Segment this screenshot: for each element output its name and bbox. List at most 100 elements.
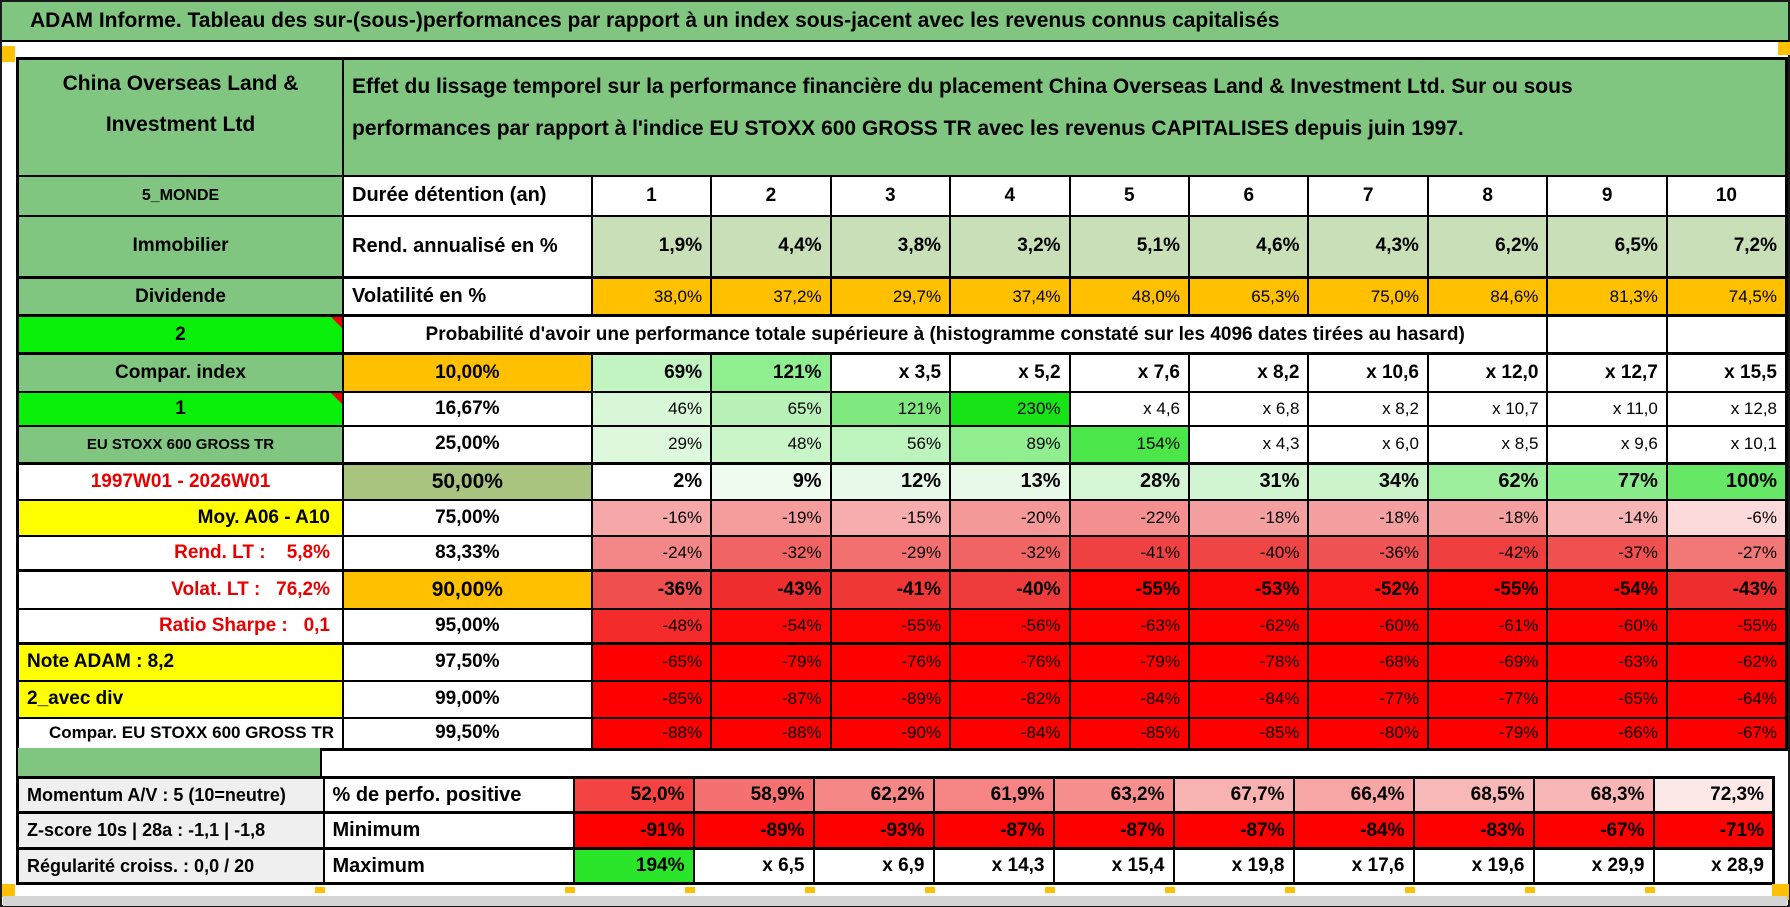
spreadsheet-cell[interactable]: 84,6% [1426, 276, 1549, 317]
spreadsheet-cell[interactable]: -93% [812, 811, 935, 850]
spreadsheet-cell[interactable]: -85% [590, 679, 713, 719]
spreadsheet-cell[interactable]: -62% [1187, 607, 1310, 645]
table-description-cell[interactable]: Effet du lissage temporel sur la perform… [342, 57, 1788, 177]
spreadsheet-cell[interactable]: -22% [1068, 498, 1191, 537]
spreadsheet-cell[interactable]: -76% [949, 642, 1071, 682]
spreadsheet-cell[interactable]: -29% [829, 534, 952, 572]
spreadsheet-cell[interactable]: -89% [692, 811, 815, 850]
spreadsheet-cell[interactable]: x 6,8 [1187, 390, 1310, 427]
row-subheader-cell[interactable]: % de perfo. positive [322, 776, 575, 814]
spreadsheet-cell[interactable]: -40% [949, 569, 1071, 610]
spreadsheet-cell[interactable]: 3,2% [949, 214, 1071, 279]
spreadsheet-cell[interactable]: -68% [1307, 642, 1429, 682]
spreadsheet-cell[interactable]: -56% [949, 607, 1071, 645]
spreadsheet-cell[interactable]: -41% [1068, 534, 1191, 572]
probability-header-cell[interactable]: Probabilité d'avoir une performance tota… [341, 314, 1549, 355]
row-header-cell[interactable]: 2 [16, 314, 344, 355]
spreadsheet-cell[interactable]: -84% [1187, 679, 1310, 719]
spreadsheet-cell[interactable]: 12% [829, 462, 952, 501]
spreadsheet-cell[interactable]: 68,3% [1532, 776, 1655, 814]
spreadsheet-cell[interactable]: 1,9% [590, 214, 713, 279]
spreadsheet-cell[interactable]: -16% [590, 498, 713, 537]
spreadsheet-cell[interactable]: -55% [1665, 607, 1788, 645]
spreadsheet-cell[interactable]: -54% [710, 607, 832, 645]
spreadsheet-cell[interactable]: -91% [572, 811, 695, 850]
spreadsheet-cell[interactable]: 3 [829, 174, 952, 217]
row-subheader-cell[interactable]: 99,00% [342, 679, 593, 719]
spreadsheet-cell[interactable]: -80% [1307, 716, 1429, 751]
spreadsheet-cell[interactable]: 48% [710, 424, 832, 465]
row-header-cell[interactable]: Régularité croiss. : 0,0 / 20 [16, 847, 325, 885]
spreadsheet-cell[interactable]: -24% [590, 534, 713, 572]
spreadsheet-cell[interactable]: -37% [1546, 534, 1668, 572]
spreadsheet-cell[interactable]: -67% [1532, 811, 1655, 850]
spreadsheet-cell[interactable]: x 8,2 [1307, 390, 1429, 427]
row-header-cell[interactable]: 2_avec div [16, 679, 344, 719]
spreadsheet-cell[interactable]: 29% [590, 424, 713, 465]
spreadsheet-cell[interactable]: 230% [949, 390, 1071, 427]
spreadsheet-cell[interactable]: -84% [1068, 679, 1191, 719]
spreadsheet-cell[interactable]: -79% [710, 642, 832, 682]
row-header-cell[interactable]: Compar. EU STOXX 600 GROSS TR [16, 716, 344, 751]
spreadsheet-cell[interactable]: -19% [710, 498, 832, 537]
spreadsheet-cell[interactable]: x 12,8 [1665, 390, 1788, 427]
spreadsheet-cell[interactable]: 62% [1426, 462, 1549, 501]
spreadsheet-cell[interactable]: 58,9% [692, 776, 815, 814]
row-subheader-cell[interactable]: Volatilité en % [342, 276, 593, 317]
spreadsheet-cell[interactable]: -55% [1426, 569, 1549, 610]
spreadsheet-cell[interactable]: x 8,5 [1426, 424, 1549, 465]
spreadsheet-cell[interactable]: -63% [1068, 607, 1191, 645]
row-subheader-cell[interactable]: 50,00% [342, 462, 593, 501]
spreadsheet-cell[interactable]: 62,2% [812, 776, 935, 814]
spreadsheet-cell[interactable]: 5 [1068, 174, 1191, 217]
row-header-cell[interactable]: Volat. LT : 76,2% [16, 569, 344, 610]
spreadsheet-cell[interactable]: x 19,8 [1172, 847, 1295, 885]
spreadsheet-cell[interactable]: 77% [1546, 462, 1668, 501]
separator-cell[interactable] [16, 748, 322, 778]
row-header-cell[interactable]: Rend. LT : 5,8% [16, 534, 344, 572]
row-header-cell[interactable]: Z-score 10s | 28a : -1,1 | -1,8 [16, 811, 325, 850]
spreadsheet-cell[interactable]: 69% [590, 352, 713, 393]
spreadsheet-cell[interactable]: -48% [590, 607, 713, 645]
spreadsheet-cell[interactable]: -55% [829, 607, 952, 645]
spreadsheet-cell[interactable]: -87% [1172, 811, 1295, 850]
spreadsheet-cell[interactable]: 38,0% [590, 276, 713, 317]
spreadsheet-cell[interactable]: 6,2% [1426, 214, 1549, 279]
spreadsheet-cell[interactable]: x 6,5 [692, 847, 815, 885]
spreadsheet-cell[interactable]: x 4,6 [1068, 390, 1191, 427]
row-header-cell[interactable]: 5_MONDE [16, 174, 344, 217]
spreadsheet-cell[interactable]: 56% [829, 424, 952, 465]
spreadsheet-cell[interactable]: -55% [1068, 569, 1191, 610]
spreadsheet-cell[interactable]: -18% [1426, 498, 1549, 537]
spreadsheet-cell[interactable]: 194% [572, 847, 695, 885]
company-name-cell[interactable]: China Overseas Land & Investment Ltd [16, 57, 344, 177]
spreadsheet-cell[interactable]: 31% [1187, 462, 1310, 501]
row-subheader-cell[interactable]: Maximum [322, 847, 575, 885]
spreadsheet-cell[interactable]: -79% [1426, 716, 1549, 751]
spreadsheet-cell[interactable]: -69% [1426, 642, 1549, 682]
spreadsheet-cell[interactable]: 48,0% [1068, 276, 1191, 317]
spreadsheet-cell[interactable]: 37,4% [949, 276, 1071, 317]
spreadsheet-cell[interactable]: x 15,5 [1665, 352, 1788, 393]
row-subheader-cell[interactable]: Durée détention (an) [342, 174, 593, 217]
row-subheader-cell[interactable]: 25,00% [342, 424, 593, 465]
row-subheader-cell[interactable]: 75,00% [342, 498, 593, 537]
spreadsheet-cell[interactable]: x 10,7 [1426, 390, 1549, 427]
spreadsheet-cell[interactable]: 75,0% [1307, 276, 1429, 317]
spreadsheet-cell[interactable]: -43% [710, 569, 832, 610]
spreadsheet-cell[interactable]: -40% [1187, 534, 1310, 572]
spreadsheet-cell[interactable]: -61% [1426, 607, 1549, 645]
spreadsheet-cell[interactable]: 6 [1187, 174, 1310, 217]
spreadsheet-cell[interactable]: 81,3% [1546, 276, 1668, 317]
spreadsheet-cell[interactable]: x 10,6 [1307, 352, 1429, 393]
spreadsheet-cell[interactable]: -20% [949, 498, 1071, 537]
row-header-cell[interactable]: 1997W01 - 2026W01 [16, 462, 344, 501]
spreadsheet-cell[interactable]: -6% [1665, 498, 1788, 537]
spreadsheet-cell[interactable]: -32% [949, 534, 1071, 572]
spreadsheet-cell[interactable]: 46% [590, 390, 713, 427]
spreadsheet-cell[interactable]: -85% [1068, 716, 1191, 751]
spreadsheet-cell[interactable]: -66% [1546, 716, 1668, 751]
spreadsheet-cell[interactable]: -14% [1546, 498, 1668, 537]
spreadsheet-cell[interactable]: -83% [1412, 811, 1535, 850]
spreadsheet-cell[interactable]: -77% [1426, 679, 1549, 719]
